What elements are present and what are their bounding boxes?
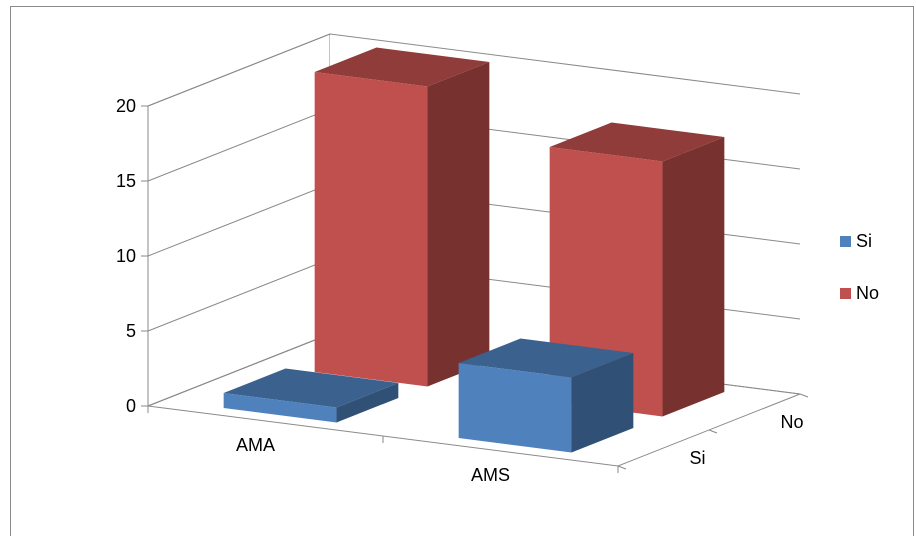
bar-top [549,122,725,162]
bar-si-ama [223,368,399,423]
z-tick-label: No [781,412,804,432]
y-tick-label: 20 [116,96,136,116]
bar-side [662,136,725,417]
y-tick-label: 5 [126,321,136,341]
z-tick [708,429,718,434]
z-tick [617,465,627,470]
bar-top [223,368,399,408]
legend-swatch [840,236,851,247]
gridline [147,33,801,107]
legend-swatch [840,288,851,299]
y-tick-label: 15 [116,171,136,191]
bar-side [427,61,490,387]
bar-side [336,382,399,423]
y-tick-label: 0 [126,396,136,416]
legend-label: No [856,283,879,303]
bar-front [314,72,428,387]
legend-label: Si [856,231,872,251]
x-tick-label: AMA [236,435,275,455]
bar-side [571,352,634,453]
bar-front [458,363,572,453]
y-tick-label: 10 [116,246,136,266]
z-tick [799,393,809,398]
bar-top [314,47,490,87]
bar-no-ama [314,47,490,387]
bar-si-ams [458,338,634,453]
bar-front [223,393,337,423]
z-tick-label: Si [690,448,706,468]
bar-top [458,338,634,378]
x-tick-label: AMS [471,465,510,485]
